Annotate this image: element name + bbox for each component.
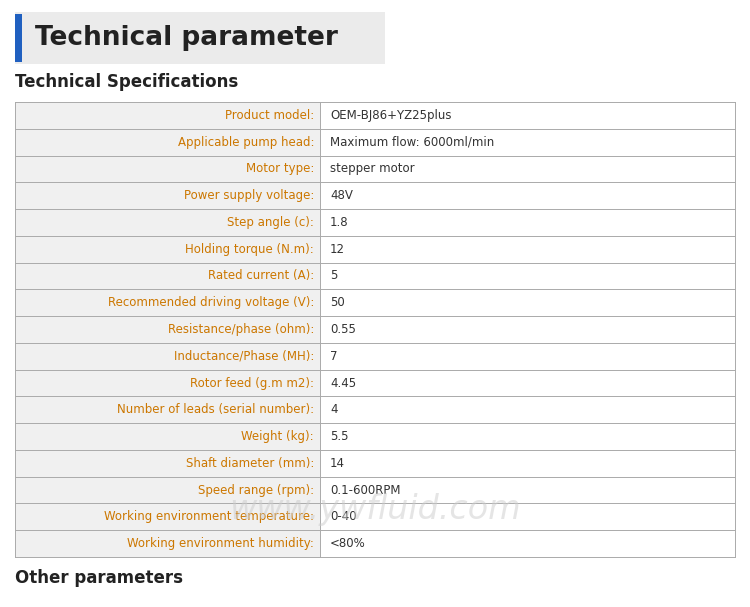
Bar xyxy=(320,263,735,290)
Text: Technical Specifications: Technical Specifications xyxy=(15,73,238,91)
Text: Product model:: Product model: xyxy=(225,109,314,122)
Bar xyxy=(320,155,735,182)
Bar xyxy=(320,503,735,531)
Bar xyxy=(320,182,735,209)
Bar xyxy=(320,316,735,343)
Text: Holding torque (N.m):: Holding torque (N.m): xyxy=(185,243,314,256)
Text: Speed range (rpm):: Speed range (rpm): xyxy=(198,484,314,497)
Text: OEM-BJ86+YZ25plus: OEM-BJ86+YZ25plus xyxy=(330,109,452,122)
Bar xyxy=(15,423,320,450)
Bar xyxy=(15,531,320,557)
Text: Rotor feed (g.m m2):: Rotor feed (g.m m2): xyxy=(190,376,314,390)
Bar xyxy=(15,209,320,236)
Bar xyxy=(15,370,320,396)
Text: 0-40: 0-40 xyxy=(330,510,357,523)
Text: 4.45: 4.45 xyxy=(330,376,356,390)
Text: Rated current (A):: Rated current (A): xyxy=(208,270,314,282)
Bar xyxy=(15,236,320,263)
Bar xyxy=(15,450,320,476)
Text: 14: 14 xyxy=(330,457,345,470)
Bar xyxy=(320,290,735,316)
Text: Weight (kg):: Weight (kg): xyxy=(242,430,314,443)
Text: 48V: 48V xyxy=(330,189,352,202)
Bar xyxy=(320,450,735,476)
Text: stepper motor: stepper motor xyxy=(330,163,415,175)
Bar xyxy=(15,129,320,155)
Bar xyxy=(320,531,735,557)
Text: Step angle (c):: Step angle (c): xyxy=(227,216,314,229)
Text: Motor type:: Motor type: xyxy=(246,163,314,175)
Bar xyxy=(15,12,385,64)
Text: Number of leads (serial number):: Number of leads (serial number): xyxy=(117,403,314,416)
Bar xyxy=(320,370,735,396)
Text: Technical parameter: Technical parameter xyxy=(35,25,338,51)
Bar xyxy=(15,102,320,129)
Text: Power supply voltage:: Power supply voltage: xyxy=(184,189,314,202)
Text: <80%: <80% xyxy=(330,537,366,550)
Bar xyxy=(15,182,320,209)
Bar xyxy=(15,343,320,370)
Bar xyxy=(320,102,735,129)
Text: 5: 5 xyxy=(330,270,338,282)
Bar xyxy=(320,343,735,370)
Text: www.ywfluid.com: www.ywfluid.com xyxy=(230,493,520,526)
Bar xyxy=(320,423,735,450)
Text: 5.5: 5.5 xyxy=(330,430,349,443)
Text: 1.8: 1.8 xyxy=(330,216,349,229)
Bar xyxy=(15,263,320,290)
Bar xyxy=(15,155,320,182)
Text: Other parameters: Other parameters xyxy=(15,569,183,587)
Text: Working environment humidity:: Working environment humidity: xyxy=(127,537,314,550)
Bar xyxy=(15,396,320,423)
Text: 12: 12 xyxy=(330,243,345,256)
Bar xyxy=(15,476,320,503)
Text: 0.55: 0.55 xyxy=(330,323,356,336)
Text: 50: 50 xyxy=(330,296,345,309)
Bar xyxy=(15,503,320,531)
Text: Maximum flow: 6000ml/min: Maximum flow: 6000ml/min xyxy=(330,135,494,149)
Bar xyxy=(320,236,735,263)
Bar xyxy=(320,476,735,503)
Text: 4: 4 xyxy=(330,403,338,416)
Bar xyxy=(320,129,735,155)
Text: 7: 7 xyxy=(330,350,338,363)
Bar xyxy=(15,14,22,62)
Bar xyxy=(15,316,320,343)
Text: 0.1-600RPM: 0.1-600RPM xyxy=(330,484,400,497)
Bar xyxy=(320,209,735,236)
Text: Working environment temperature:: Working environment temperature: xyxy=(104,510,314,523)
Text: Resistance/phase (ohm):: Resistance/phase (ohm): xyxy=(168,323,314,336)
Bar xyxy=(320,396,735,423)
Text: Recommended driving voltage (V):: Recommended driving voltage (V): xyxy=(108,296,314,309)
Text: Applicable pump head:: Applicable pump head: xyxy=(178,135,314,149)
Bar xyxy=(15,290,320,316)
Text: Inductance/Phase (MH):: Inductance/Phase (MH): xyxy=(173,350,314,363)
Text: Shaft diameter (mm):: Shaft diameter (mm): xyxy=(186,457,314,470)
